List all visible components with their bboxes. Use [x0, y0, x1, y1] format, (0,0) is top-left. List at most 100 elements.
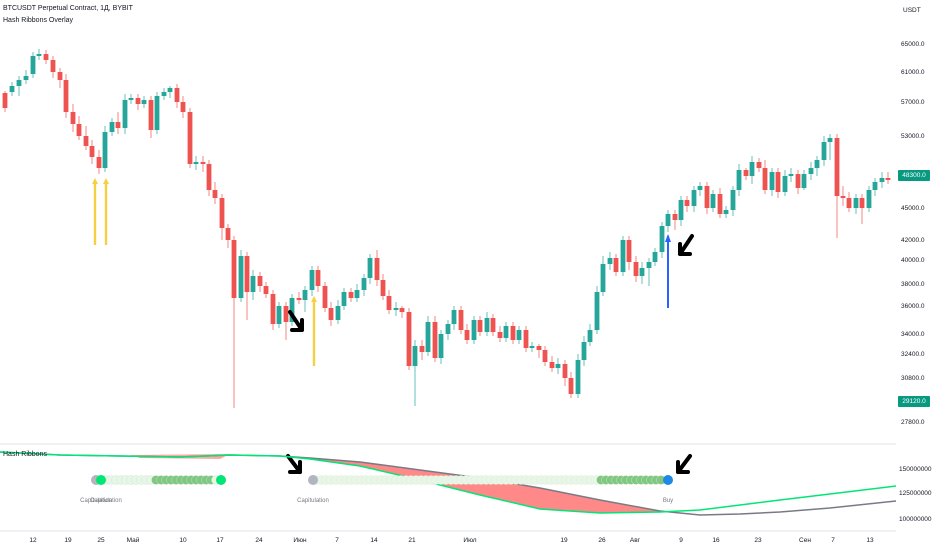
up-arrow-icon	[311, 296, 317, 366]
price-axis-label: 36000.0	[901, 303, 925, 310]
candle-body	[607, 258, 613, 264]
candle-body	[309, 270, 315, 290]
time-axis-label: Июн	[293, 537, 307, 544]
candle-body	[328, 308, 334, 320]
candle-body	[697, 186, 703, 190]
candle-body	[432, 322, 438, 358]
hash-ribbons-pane-label[interactable]: Hash Ribbons	[3, 451, 47, 458]
indicator-name[interactable]: Hash Ribbons Overlay	[3, 17, 74, 24]
candle-body	[174, 88, 180, 102]
price-axis-label: 57000.0	[901, 99, 925, 106]
time-axis-label: Июл	[463, 537, 476, 544]
candle-body	[484, 318, 490, 332]
candle-body	[749, 162, 755, 176]
time-axis-label: 13	[866, 537, 874, 544]
candle-body	[43, 54, 49, 60]
candle-body	[510, 326, 516, 340]
time-axis-label: 10	[179, 537, 187, 544]
time-axis-label: 12	[29, 537, 37, 544]
candle-body	[30, 56, 36, 74]
candle-body	[361, 278, 367, 290]
candle-body	[161, 92, 167, 96]
candle-body	[219, 198, 225, 228]
candle-body	[795, 174, 801, 188]
candle-body	[523, 330, 529, 348]
symbol-title[interactable]: BTCUSDT Perpetual Contract, 1Д, BYBIT	[3, 5, 133, 12]
candle-body	[717, 194, 723, 214]
price-axis-label: 40000.0	[901, 257, 925, 264]
candle-body	[782, 176, 788, 192]
annotation-arrow-head	[676, 460, 690, 474]
candle-body	[83, 136, 89, 146]
candle-body	[652, 252, 658, 262]
candle-body	[600, 264, 606, 292]
price-axis-label: 27800.0	[901, 419, 925, 426]
candle-body	[445, 324, 451, 334]
buy-dot	[663, 475, 673, 485]
candle-body	[154, 96, 160, 130]
candle-body	[743, 170, 749, 176]
time-axis-label: 19	[560, 537, 568, 544]
candle-body	[814, 160, 820, 168]
up-arrow-head	[311, 296, 317, 302]
candle-body	[665, 214, 671, 226]
candle-body	[581, 342, 587, 360]
candle-body	[678, 200, 684, 220]
candle-body	[471, 320, 477, 340]
capitulation-label: Capitulation	[90, 498, 122, 504]
candle-body	[575, 360, 581, 394]
candle-body	[736, 170, 742, 190]
candle-body	[801, 174, 807, 188]
candle-body	[853, 198, 859, 208]
time-axis-label: 19	[64, 537, 72, 544]
up-arrow-head	[103, 178, 109, 184]
candle-body	[250, 276, 256, 292]
candle-body	[419, 346, 425, 352]
candle-body	[335, 306, 341, 320]
time-axis-label: Май	[127, 536, 140, 544]
price-axis-label: 30800.0	[901, 375, 925, 382]
price-axis-label: 61000.0	[901, 69, 925, 76]
candle-body	[386, 296, 392, 310]
candle-body	[180, 102, 186, 112]
candle-body	[238, 256, 244, 298]
candle-body	[613, 258, 619, 272]
candle-body	[756, 162, 762, 168]
candle-body	[451, 310, 457, 324]
candle-body	[50, 60, 56, 72]
capitulation-ribbon-fill	[310, 458, 660, 513]
capitulation-dot	[308, 475, 318, 485]
candle-body	[135, 98, 141, 104]
time-axis-label: 14	[370, 537, 378, 544]
time-axis-label: 17	[216, 537, 224, 544]
hash-axis-label: 125000000.0	[899, 490, 932, 497]
candle-body	[63, 80, 69, 112]
time-axis-label: 25	[97, 537, 105, 544]
candle-body	[594, 292, 600, 330]
candle-body	[646, 262, 652, 268]
annotation-arrow-icon	[676, 454, 692, 474]
candle-body	[691, 190, 697, 206]
candle-body	[659, 226, 665, 252]
candle-body	[872, 182, 878, 190]
candle-body	[633, 262, 639, 276]
buy-label: Buy	[663, 498, 673, 504]
candle-body	[16, 80, 22, 86]
candle-body	[503, 326, 509, 338]
candle-body	[710, 194, 716, 208]
candle-body	[568, 378, 574, 394]
candle-body	[529, 346, 535, 348]
candle-body	[76, 124, 82, 136]
candle-body	[289, 298, 295, 322]
time-axis-label: 7	[335, 537, 339, 544]
candle-body	[380, 280, 386, 296]
time-axis-label: Сен	[799, 537, 811, 544]
candle-body	[808, 168, 814, 174]
candle-body	[821, 142, 827, 160]
candle-body	[225, 228, 231, 240]
candle-body	[464, 330, 470, 340]
candle-body	[200, 162, 206, 164]
candle-body	[257, 276, 263, 286]
